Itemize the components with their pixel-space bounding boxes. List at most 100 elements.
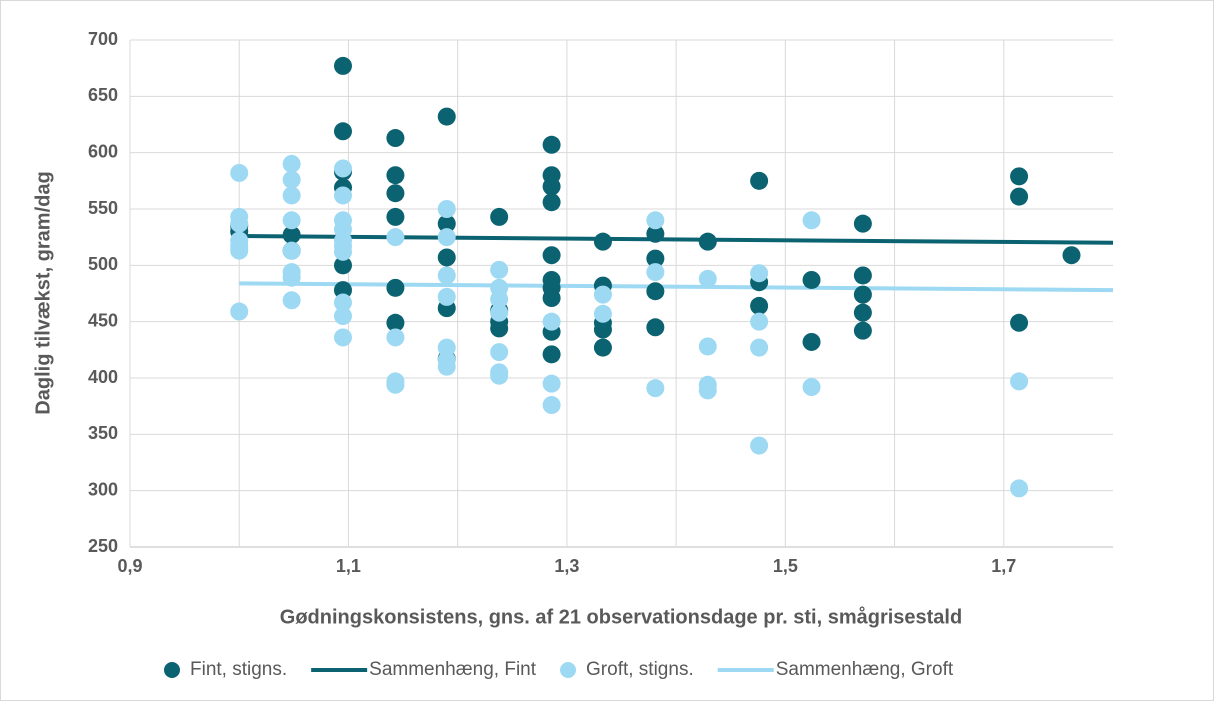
scatter-point bbox=[542, 312, 561, 331]
scatter-point bbox=[542, 246, 561, 265]
scatter-point bbox=[646, 282, 665, 301]
scatter-point bbox=[230, 214, 249, 233]
scatter-point bbox=[853, 285, 872, 304]
scatter-point bbox=[437, 107, 456, 126]
scatter-point bbox=[646, 263, 665, 282]
legend-label: Sammenhæng, Groft bbox=[776, 659, 954, 680]
scatter-point bbox=[593, 320, 612, 339]
scatter-point bbox=[333, 122, 352, 141]
scatter-point bbox=[333, 281, 352, 300]
legend-label: Groft, stigns. bbox=[586, 659, 694, 680]
scatter-point bbox=[333, 56, 352, 75]
scatter-point bbox=[646, 249, 665, 268]
scatter-point bbox=[386, 207, 405, 226]
scatter-point bbox=[542, 289, 561, 308]
scatter-point bbox=[750, 312, 769, 331]
scatter-point bbox=[333, 256, 352, 275]
scatter-point bbox=[386, 278, 405, 297]
x-tick-label: 1,1 bbox=[336, 556, 361, 576]
scatter-point bbox=[593, 304, 612, 323]
scatter-point bbox=[542, 374, 561, 393]
scatter-point bbox=[853, 266, 872, 285]
scatter-point bbox=[282, 186, 301, 205]
scatter-point bbox=[1062, 246, 1081, 265]
y-tick-label: 450 bbox=[88, 310, 118, 330]
legend-marker bbox=[164, 662, 180, 678]
y-tick-label: 600 bbox=[88, 141, 118, 161]
scatter-point bbox=[802, 332, 821, 351]
y-tick-label: 250 bbox=[88, 536, 118, 556]
x-tick-label: 1,3 bbox=[554, 556, 579, 576]
scatter-point bbox=[750, 296, 769, 315]
scatter-point bbox=[282, 225, 301, 244]
scatter-point bbox=[282, 291, 301, 310]
scatter-point bbox=[386, 228, 405, 247]
scatter-point bbox=[1010, 187, 1029, 206]
scatter-point bbox=[802, 270, 821, 289]
scatter-point bbox=[750, 264, 769, 283]
y-tick-label: 700 bbox=[88, 29, 118, 49]
y-tick-label: 350 bbox=[88, 423, 118, 443]
scatter-point bbox=[333, 159, 352, 178]
scatter-point bbox=[542, 345, 561, 364]
scatter-point bbox=[333, 293, 352, 312]
scatter-point bbox=[593, 232, 612, 251]
scatter-point bbox=[750, 436, 769, 455]
scatter-point bbox=[437, 214, 456, 233]
scatter-point bbox=[333, 242, 352, 261]
scatter-point bbox=[437, 200, 456, 218]
scatter-point bbox=[802, 378, 821, 397]
scatter-point bbox=[646, 379, 665, 398]
scatter-point bbox=[386, 328, 405, 347]
scatter-point bbox=[1010, 479, 1029, 498]
scatter-point bbox=[1010, 167, 1029, 186]
scatter-point bbox=[490, 260, 509, 279]
scatter-point bbox=[853, 321, 872, 340]
y-tick-label: 650 bbox=[88, 85, 118, 105]
legend-marker bbox=[560, 662, 577, 678]
scatter-point bbox=[490, 319, 509, 338]
scatter-point bbox=[490, 343, 509, 362]
scatter-point bbox=[230, 302, 249, 321]
scatter-point bbox=[698, 337, 717, 356]
scatter-point bbox=[333, 328, 352, 347]
scatter-point bbox=[282, 241, 301, 260]
scatter-point bbox=[490, 366, 509, 385]
scatter-point bbox=[437, 357, 456, 376]
scatter-point bbox=[282, 154, 301, 173]
x-tick-label: 1,7 bbox=[991, 556, 1016, 576]
scatter-point bbox=[853, 303, 872, 322]
scatter-point bbox=[437, 228, 456, 247]
scatter-point bbox=[646, 211, 665, 230]
scatter-point bbox=[437, 338, 456, 357]
scatter-point bbox=[386, 375, 405, 394]
scatter-point bbox=[542, 177, 561, 196]
scatter-point bbox=[230, 241, 249, 260]
scatter-point bbox=[750, 171, 769, 190]
x-tick-label: 0,9 bbox=[117, 556, 142, 576]
scatter-point bbox=[437, 248, 456, 267]
y-axis-title: Daglig tilvækst, gram/dag bbox=[32, 171, 54, 414]
scatter-point bbox=[853, 214, 872, 233]
scatter-point bbox=[282, 211, 301, 230]
scatter-point bbox=[542, 396, 561, 415]
x-axis-title: Gødningskonsistens, gns. af 21 observati… bbox=[280, 605, 962, 628]
scatter-point bbox=[593, 338, 612, 357]
scatter-point bbox=[437, 287, 456, 306]
scatter-point bbox=[698, 269, 717, 288]
legend-label: Sammenhæng, Fint bbox=[369, 659, 537, 680]
y-tick-label: 500 bbox=[88, 254, 118, 274]
trend-line bbox=[239, 281, 1114, 293]
scatter-point bbox=[490, 207, 509, 226]
scatter-point bbox=[542, 135, 561, 154]
legend-label: Fint, stigns. bbox=[190, 659, 287, 680]
y-tick-label: 550 bbox=[88, 198, 118, 218]
scatter-point bbox=[698, 232, 717, 251]
y-tick-label: 300 bbox=[88, 479, 118, 499]
trend-line bbox=[239, 234, 1114, 245]
scatter-point bbox=[1010, 313, 1029, 332]
scatter-point bbox=[698, 381, 717, 400]
scatter-point bbox=[333, 186, 352, 205]
scatter-point bbox=[490, 303, 509, 322]
